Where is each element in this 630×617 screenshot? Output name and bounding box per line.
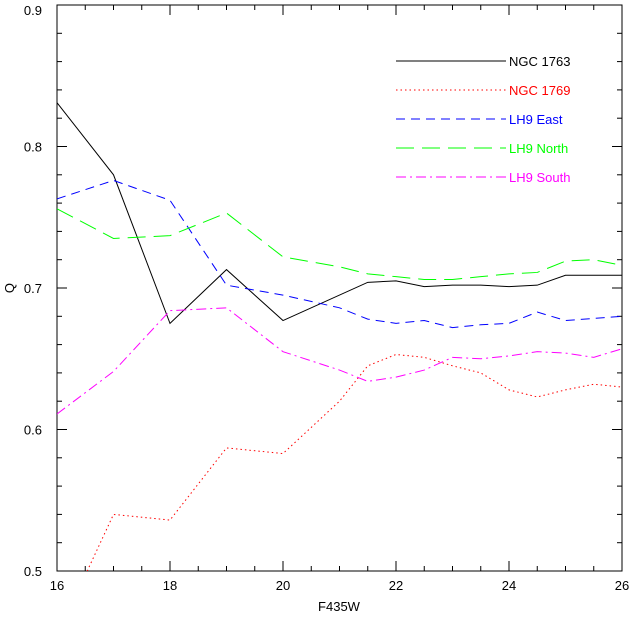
x-tick-labels: 16 18 20 22 24 26: [50, 578, 629, 593]
series-line-lh9-south: [57, 307, 622, 415]
legend-label: NGC 1763: [509, 54, 570, 69]
series-line-ngc-1769: [86, 353, 622, 571]
y-tick-label: 0.7: [24, 281, 42, 296]
x-tick-label: 24: [502, 578, 516, 593]
series-line-lh9-east: [57, 179, 622, 329]
legend-label: NGC 1769: [509, 83, 570, 98]
x-axis-title: F435W: [318, 599, 361, 614]
y-tick-label: 0.8: [24, 140, 42, 155]
y-tick-label: 0.6: [24, 423, 42, 438]
x-tick-label: 18: [163, 578, 177, 593]
series-lines: [57, 102, 622, 571]
legend-label: LH9 North: [509, 141, 568, 156]
y-tick-labels: 0.5 0.6 0.7 0.8 0.9: [24, 3, 42, 579]
x-tick-label: 20: [276, 578, 290, 593]
y-tick-label: 0.9: [24, 3, 42, 18]
y-tick-label: 0.5: [24, 564, 42, 579]
legend: NGC 1763 NGC 1769 LH9 East LH9 North LH9 Sou…: [396, 54, 570, 185]
x-tick-label: 22: [389, 578, 403, 593]
tick-marks: [56, 4, 623, 572]
series-line-lh9-north: [57, 208, 622, 281]
y-axis-title: Q: [2, 283, 17, 293]
legend-label: LH9 South: [509, 170, 570, 185]
legend-label: LH9 East: [509, 112, 563, 127]
x-tick-label: 26: [615, 578, 629, 593]
x-tick-label: 16: [50, 578, 64, 593]
series-line-ngc-1763: [57, 102, 622, 325]
